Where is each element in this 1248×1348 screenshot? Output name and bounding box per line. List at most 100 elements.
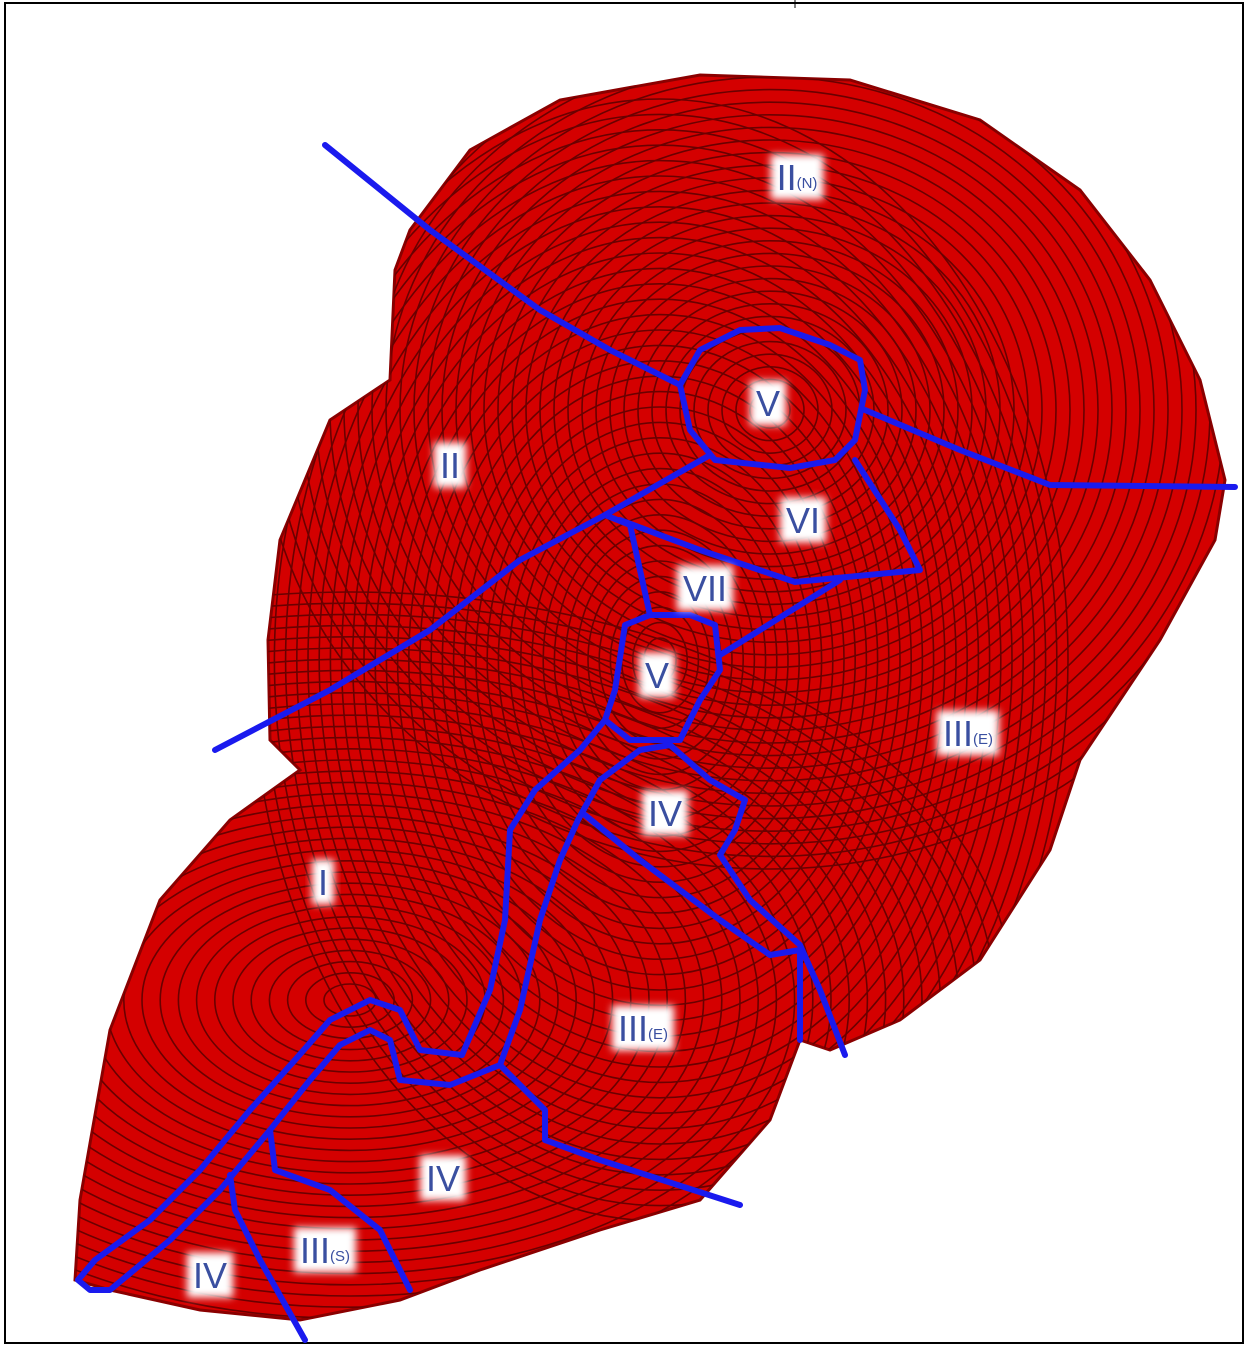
label-text: V — [645, 655, 669, 696]
contour — [441, 113, 1099, 707]
sector-label: VI — [779, 497, 827, 543]
contour — [581, 240, 959, 580]
label-text: III(E) — [943, 713, 993, 754]
label-text: I — [318, 862, 328, 903]
contour — [637, 290, 903, 530]
contour — [123, 859, 577, 1140]
sector-boundary — [497, 1062, 743, 1208]
contour — [304, 971, 395, 1028]
contour — [508, 452, 812, 868]
label-bg — [641, 790, 689, 836]
label-bg — [186, 1252, 234, 1298]
contour — [735, 378, 805, 442]
label-main: VII — [683, 568, 727, 609]
label-text: II(N) — [777, 157, 818, 198]
label-sub: (E) — [648, 1026, 668, 1043]
contour — [651, 302, 889, 517]
contour — [75, 691, 851, 1309]
contour — [519, 467, 800, 853]
sector-label: VII — [676, 565, 734, 611]
label-bg — [936, 710, 1000, 756]
contour — [407, 313, 912, 1007]
contour — [564, 529, 756, 791]
label-text: II — [440, 445, 460, 486]
contour — [430, 344, 890, 976]
label-main: IV — [426, 1158, 460, 1199]
sector-boundary — [75, 717, 673, 1293]
contour — [525, 189, 1015, 631]
label-bg — [611, 1005, 675, 1051]
contour — [486, 421, 834, 899]
label-text: V — [756, 383, 780, 424]
label-main: V — [645, 655, 669, 696]
label-bg — [293, 1227, 357, 1273]
contour — [511, 177, 1029, 643]
sector-boundary — [582, 812, 803, 1043]
label-main: III — [943, 713, 973, 754]
sector-boundary — [267, 1127, 413, 1293]
label-text: III(E) — [618, 1008, 668, 1049]
label-main: IV — [648, 793, 682, 834]
label-main: I — [318, 862, 328, 903]
sector-label: III(E) — [936, 710, 1000, 756]
contour — [75, 781, 705, 1219]
sector-label: II(N) — [770, 154, 824, 200]
label-text: VI — [786, 500, 820, 541]
contour — [75, 658, 905, 1320]
sector-label: III(E) — [611, 1005, 675, 1051]
contour — [268, 949, 432, 1051]
sector-label: IV — [419, 1155, 467, 1201]
label-text: VII — [683, 568, 727, 609]
sector-boundary — [717, 577, 843, 658]
contour — [413, 88, 1127, 732]
contour — [463, 390, 856, 930]
label-bg — [749, 380, 787, 426]
label-sub: (S) — [330, 1248, 350, 1265]
sector-boundary — [322, 142, 683, 388]
contour — [567, 227, 973, 593]
contour — [75, 803, 669, 1196]
contour — [75, 826, 632, 1174]
contour — [75, 725, 796, 1275]
contour — [75, 647, 923, 1320]
label-main: II — [440, 445, 460, 486]
label-text: IV — [426, 1158, 460, 1199]
label-main: II — [777, 157, 797, 198]
contour — [385, 75, 1155, 757]
label-sub: (E) — [973, 731, 993, 748]
contour — [75, 714, 814, 1286]
label-main: VI — [786, 500, 820, 541]
sector-label: V — [638, 652, 676, 698]
frame — [4, 2, 1244, 1344]
sector-label: III(S) — [293, 1227, 357, 1273]
sector-label: V — [749, 380, 787, 426]
sector-label: I — [311, 859, 335, 905]
sector-boundary — [602, 612, 723, 743]
label-main: III — [618, 1008, 648, 1049]
label-bg — [433, 442, 467, 488]
label-sub: (N) — [797, 175, 818, 192]
contour — [427, 101, 1113, 719]
label-bg — [770, 154, 824, 200]
contour — [284, 144, 1036, 1176]
sector-label: IV — [186, 1252, 234, 1298]
sector-label: IV — [641, 790, 689, 836]
label-bg — [419, 1155, 467, 1201]
contour — [497, 164, 1043, 656]
contour — [273, 128, 1047, 1192]
label-text: IV — [193, 1255, 227, 1296]
sector-boundary — [212, 452, 713, 753]
label-bg — [638, 652, 676, 698]
label-bg — [676, 565, 734, 611]
contour — [195, 904, 505, 1096]
contour — [159, 882, 541, 1118]
sector-boundary — [677, 325, 868, 471]
contour — [595, 252, 945, 568]
contour — [75, 669, 887, 1320]
contour — [250, 938, 450, 1062]
label-text: III(S) — [300, 1230, 350, 1271]
label-main: V — [756, 383, 780, 424]
contour — [693, 340, 847, 480]
contour — [475, 406, 845, 914]
